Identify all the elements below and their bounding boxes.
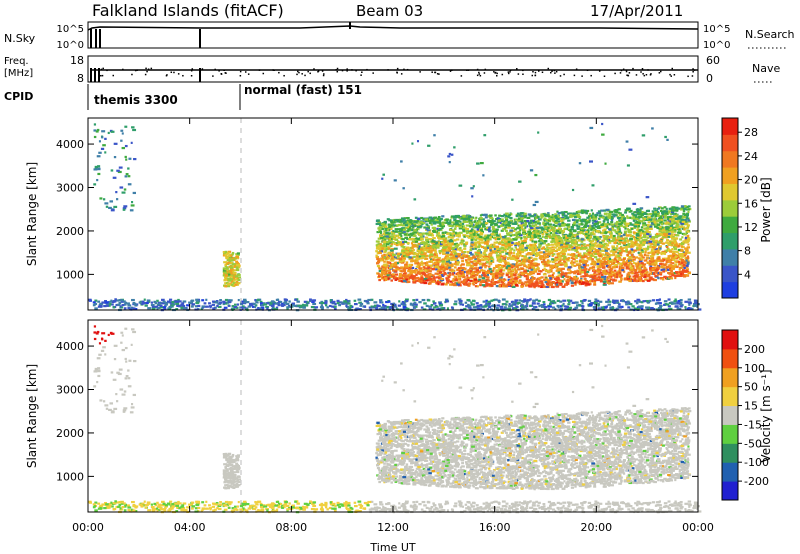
- velocity-ylabel: Slant Range [km]: [25, 364, 39, 468]
- power-colorbar-label: Power [dB]: [759, 177, 773, 242]
- velocity-y-axis: 1000 2000 3000 4000: [56, 340, 698, 483]
- colorbar-tick-label: 20: [744, 174, 758, 187]
- freq-label: Freq.: [4, 56, 29, 67]
- time-tick-label: 00:00: [72, 521, 104, 534]
- colorbar-tick-label: -50: [744, 437, 762, 450]
- colorbar-swatch: [722, 199, 738, 217]
- colorbar-swatch: [722, 330, 738, 350]
- nsky-tick-top: 10^5: [57, 24, 84, 35]
- freq-unit: [MHz]: [4, 68, 33, 79]
- range-tick-label: 4000: [56, 138, 84, 151]
- nsky-panel: N.Sky 10^5 10^0 10^5 10^0 N.Search: [4, 21, 795, 51]
- colorbar-tick-label: 15: [744, 400, 758, 413]
- range-tick-label: 1000: [56, 470, 84, 483]
- power-y-axis: 1000 2000 3000 4000: [56, 138, 698, 281]
- colorbar-tick-label: 12: [744, 221, 758, 234]
- range-tick-label: 3000: [56, 384, 84, 397]
- nave-tick-bottom: 0: [706, 72, 713, 85]
- nave-trace: [100, 67, 696, 78]
- colorbar-swatch: [722, 405, 738, 425]
- colorbar-swatch: [722, 424, 738, 444]
- colorbar-tick-label: 8: [744, 245, 751, 258]
- nsky-trace: [87, 25, 699, 31]
- cpid-segment-2: normal (fast) 151: [244, 83, 362, 97]
- velocity-colorbar: 200 100 50 15 -15 -50 -100 -200: [721, 329, 769, 501]
- colorbar-swatch: [722, 248, 738, 266]
- beam-title: Beam 03: [356, 2, 423, 20]
- colorbar-swatch: [722, 134, 738, 152]
- time-tick-label: 12:00: [377, 521, 409, 534]
- colorbar-swatch: [722, 150, 738, 168]
- cpid-segment-1: themis 3300: [94, 93, 178, 107]
- velocity-colorbar-label: Velocity [m s⁻¹]: [759, 369, 773, 462]
- colorbar-tick-label: 50: [744, 381, 758, 394]
- colorbar-swatch: [722, 348, 738, 369]
- range-tick-label: 2000: [56, 225, 84, 238]
- time-tick-label: 16:00: [479, 521, 511, 534]
- nave-label: Nave: [752, 62, 780, 75]
- range-tick-label: 1000: [56, 268, 84, 281]
- colorbar-swatch: [722, 367, 738, 388]
- date-title: 17/Apr/2011: [590, 2, 683, 20]
- time-axis: 00:00 04:00 08:00 12:00 16:00 20:00 00:00: [72, 118, 714, 534]
- power-colorbar: 4 8 12 16 20 24 28: [721, 117, 758, 299]
- colorbar-swatch: [722, 118, 738, 135]
- freq-tick-bottom: 8: [77, 72, 84, 85]
- colorbar-swatch: [722, 265, 738, 283]
- velocity-data: [88, 324, 702, 514]
- colorbar-tick-label: 24: [744, 150, 758, 163]
- colorbar-swatch: [722, 386, 738, 407]
- colorbar-swatch: [722, 232, 738, 250]
- power-ylabel: Slant Range [km]: [25, 162, 39, 266]
- colorbar-tick-label: 100: [744, 362, 765, 375]
- range-tick-label: 3000: [56, 182, 84, 195]
- colorbar-tick-label: 4: [744, 268, 751, 281]
- colorbar-swatch: [722, 281, 738, 299]
- freq-panel: Freq. [MHz] 18 8 60 0 Nave: [4, 54, 780, 85]
- time-tick-label: 00:00: [682, 521, 714, 534]
- colorbar-tick-label: 200: [744, 343, 765, 356]
- nsky-tick-bottom: 10^0: [57, 40, 84, 51]
- colorbar-tick-label: 16: [744, 197, 758, 210]
- nsky-label: N.Sky: [4, 32, 36, 45]
- station-title: Falkland Islands (fitACF): [92, 1, 284, 20]
- colorbar-swatch: [722, 183, 738, 201]
- cpid-label: CPID: [4, 90, 33, 103]
- colorbar-swatch: [722, 481, 738, 501]
- colorbar-swatch: [722, 216, 738, 234]
- colorbar-swatch: [722, 167, 738, 184]
- range-tick-label: 4000: [56, 340, 84, 353]
- range-tick-label: 2000: [56, 427, 84, 440]
- colorbar-tick-label: 28: [744, 126, 758, 139]
- nsearch-tick-bottom: 10^0: [703, 40, 730, 51]
- nsearch-label: N.Search: [745, 28, 795, 41]
- power-data: [88, 122, 702, 312]
- nave-tick-top: 60: [706, 54, 720, 67]
- colorbar-tick-label: -100: [744, 456, 769, 469]
- colorbar-tick-label: -15: [744, 418, 762, 431]
- colorbar-tick-label: -200: [744, 475, 769, 488]
- time-tick-label: 04:00: [174, 521, 206, 534]
- velocity-panel: 1000 2000 3000 4000 Slant Range [km]: [25, 319, 702, 514]
- cpid-panel: CPID themis 3300 normal (fast) 151: [4, 83, 362, 110]
- time-tick-label: 08:00: [275, 521, 307, 534]
- power-panel: 1000 2000 3000 4000 Slant Range [km]: [25, 117, 702, 312]
- colorbar-swatch: [722, 462, 738, 482]
- time-tick-label: 20:00: [580, 521, 612, 534]
- colorbar-swatch: [722, 443, 738, 463]
- nsearch-tick-top: 10^5: [703, 24, 730, 35]
- time-axis-label: Time UT: [369, 541, 415, 554]
- freq-tick-top: 18: [70, 54, 84, 67]
